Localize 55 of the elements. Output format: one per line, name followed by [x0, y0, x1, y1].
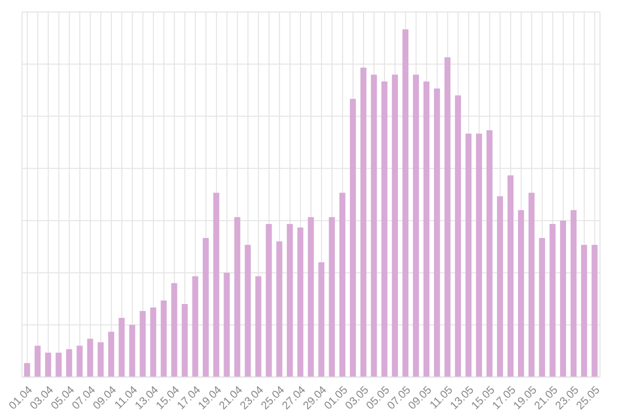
bar	[476, 134, 482, 377]
bar	[560, 220, 566, 377]
bar	[234, 217, 240, 377]
bar	[297, 228, 304, 377]
bar	[423, 82, 430, 377]
bar	[497, 196, 504, 377]
bar	[34, 346, 41, 377]
bar	[266, 224, 272, 377]
bar	[213, 192, 220, 377]
bar	[434, 88, 440, 377]
bar	[56, 352, 62, 377]
bar	[171, 283, 178, 377]
bar	[202, 238, 209, 377]
bar	[87, 338, 94, 377]
bar	[518, 210, 524, 377]
bar	[318, 262, 324, 377]
bar	[350, 98, 356, 377]
bar	[339, 192, 346, 377]
bar	[244, 244, 251, 377]
bar	[581, 244, 588, 377]
bar	[182, 304, 188, 377]
bar	[402, 29, 408, 377]
bar	[592, 244, 598, 377]
bar	[140, 310, 146, 377]
bar	[118, 318, 125, 377]
bar	[508, 175, 514, 377]
bar	[129, 324, 136, 377]
bar	[224, 272, 230, 377]
bar	[276, 241, 282, 377]
bar	[412, 74, 419, 377]
bar	[24, 363, 30, 377]
bar	[98, 342, 104, 377]
bar	[454, 95, 461, 377]
bar	[286, 224, 293, 377]
bar	[160, 300, 167, 377]
bar	[76, 346, 83, 377]
bar	[486, 130, 492, 377]
bar	[444, 57, 450, 377]
bar	[370, 74, 377, 377]
bar	[528, 192, 535, 377]
bar	[308, 217, 314, 377]
bar	[255, 276, 262, 377]
bar	[45, 352, 52, 377]
bar	[570, 210, 577, 377]
bar	[150, 307, 156, 377]
bar	[465, 134, 472, 377]
bar	[66, 349, 72, 377]
bar	[360, 68, 366, 377]
bar	[328, 217, 335, 377]
bar	[550, 224, 556, 377]
bar	[108, 332, 114, 377]
bar	[192, 276, 198, 377]
bar	[539, 238, 546, 377]
bar	[392, 74, 398, 377]
bar	[381, 82, 388, 377]
